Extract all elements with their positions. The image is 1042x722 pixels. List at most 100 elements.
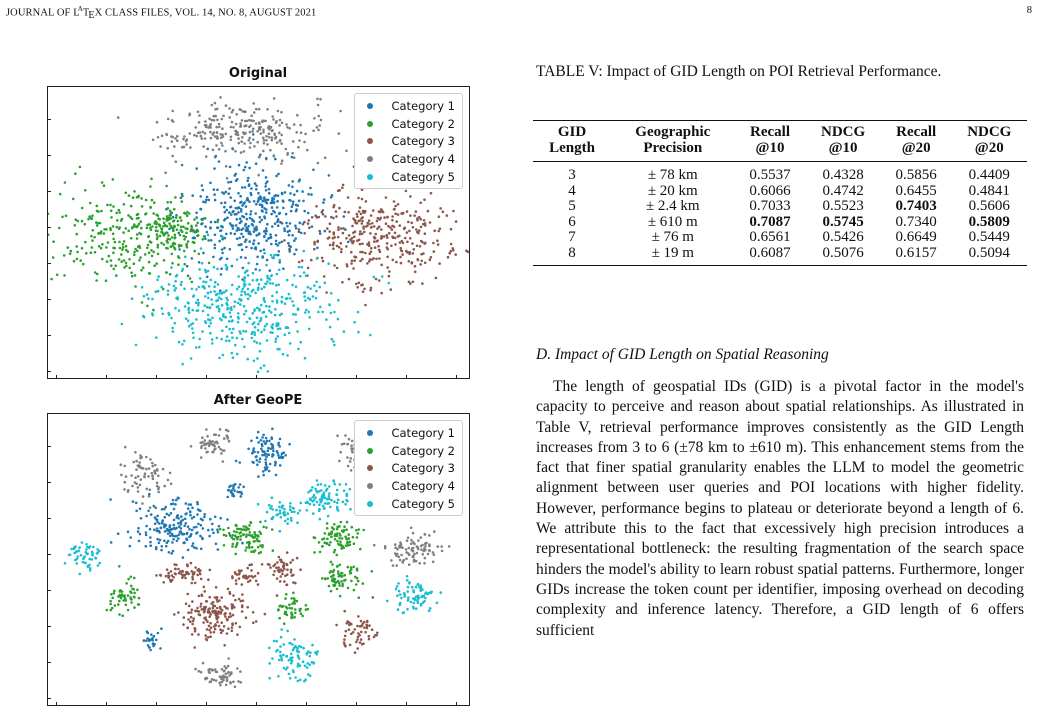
scatter-point	[310, 225, 314, 228]
scatter-point	[179, 283, 183, 286]
scatter-point	[113, 604, 117, 607]
scatter-point	[367, 634, 371, 638]
scatter-point	[192, 229, 195, 233]
scatter-point	[277, 675, 280, 678]
scatter-point	[319, 500, 323, 504]
scatter-point	[290, 607, 294, 610]
scatter-point	[403, 595, 406, 598]
scatter-point	[259, 153, 262, 157]
scatter-point	[264, 182, 268, 185]
scatter-point	[248, 230, 251, 234]
scatter-point	[160, 227, 163, 230]
scatter-point	[292, 591, 295, 595]
scatter-point	[227, 670, 230, 674]
scatter-point	[129, 204, 133, 208]
scatter-point	[265, 239, 268, 242]
col-header: Recall @10	[750, 124, 790, 156]
axis-tick	[56, 702, 57, 705]
scatter-point	[128, 258, 131, 261]
scatter-point	[176, 514, 180, 517]
scatter-point	[123, 266, 126, 269]
scatter-point	[384, 196, 388, 199]
scatter-point	[336, 505, 339, 509]
scatter-point	[287, 331, 291, 335]
scatter-point	[139, 517, 143, 520]
scatter-point	[285, 221, 288, 225]
scatter-point	[200, 593, 203, 597]
scatter-point	[372, 257, 375, 260]
scatter-point	[269, 447, 272, 451]
scatter-point	[199, 577, 203, 581]
scatter-point	[228, 211, 231, 214]
table-cell: 0.6455	[895, 182, 937, 199]
scatter-point	[148, 240, 152, 243]
scatter-point	[90, 217, 93, 221]
scatter-point	[253, 549, 257, 552]
scatter-point	[96, 564, 100, 567]
scatter-point	[173, 207, 176, 211]
scatter-point	[245, 541, 249, 544]
scatter-point	[332, 527, 336, 531]
scatter-point	[338, 459, 341, 463]
scatter-point	[115, 225, 119, 229]
scatter-point	[252, 359, 256, 363]
scatter-point	[303, 209, 306, 213]
scatter-point	[265, 229, 268, 233]
scatter-point	[236, 133, 240, 137]
scatter-point	[185, 143, 188, 146]
scatter-point	[291, 643, 294, 646]
scatter-point	[220, 267, 223, 270]
scatter-point	[243, 276, 246, 279]
scatter-point	[342, 227, 345, 230]
scatter-point	[183, 211, 186, 215]
scatter-point	[398, 241, 402, 244]
scatter-point	[258, 307, 261, 311]
scatter-point	[162, 221, 166, 224]
axis-tick	[356, 375, 357, 378]
scatter-point	[288, 127, 291, 130]
scatter-point	[135, 237, 139, 240]
scatter-point	[119, 219, 123, 222]
scatter-point	[273, 563, 277, 566]
scatter-point	[327, 497, 331, 501]
scatter-point	[265, 263, 268, 267]
scatter-point	[169, 212, 172, 215]
scatter-point	[297, 145, 300, 149]
scatter-point	[369, 232, 372, 235]
scatter-point	[313, 551, 316, 554]
scatter-point	[256, 571, 260, 575]
scatter-point	[256, 140, 259, 144]
scatter-point	[259, 318, 263, 322]
table-row: 6 ± 610 m 0.7087 0.5745 0.7340 0.5809	[533, 214, 1027, 231]
scatter-point	[289, 661, 293, 665]
scatter-point	[211, 528, 214, 531]
scatter-point	[272, 97, 276, 100]
scatter-point	[237, 597, 241, 601]
scatter-point	[64, 214, 68, 217]
scatter-point	[411, 252, 415, 255]
scatter-point	[144, 212, 148, 215]
scatter-point	[149, 648, 152, 652]
scatter-point	[222, 674, 225, 678]
scatter-point	[137, 526, 140, 530]
scatter-point	[292, 156, 296, 159]
scatter-point	[321, 310, 325, 314]
scatter-point	[83, 222, 87, 226]
scatter-point	[220, 224, 223, 228]
axis-tick	[48, 698, 51, 699]
scatter-point	[291, 140, 295, 143]
scatter-point	[201, 518, 204, 522]
scatter-point	[102, 184, 106, 187]
scatter-point	[419, 217, 423, 221]
scatter-point	[395, 552, 399, 556]
scatter-point	[144, 198, 148, 202]
scatter-point	[366, 243, 369, 246]
scatter-point	[191, 575, 194, 579]
scatter-point	[186, 222, 190, 225]
scatter-point	[264, 463, 268, 466]
scatter-point	[58, 192, 62, 196]
scatter-point	[134, 285, 137, 288]
scatter-point	[299, 131, 303, 134]
scatter-point	[176, 219, 180, 223]
scatter-point	[203, 513, 206, 516]
